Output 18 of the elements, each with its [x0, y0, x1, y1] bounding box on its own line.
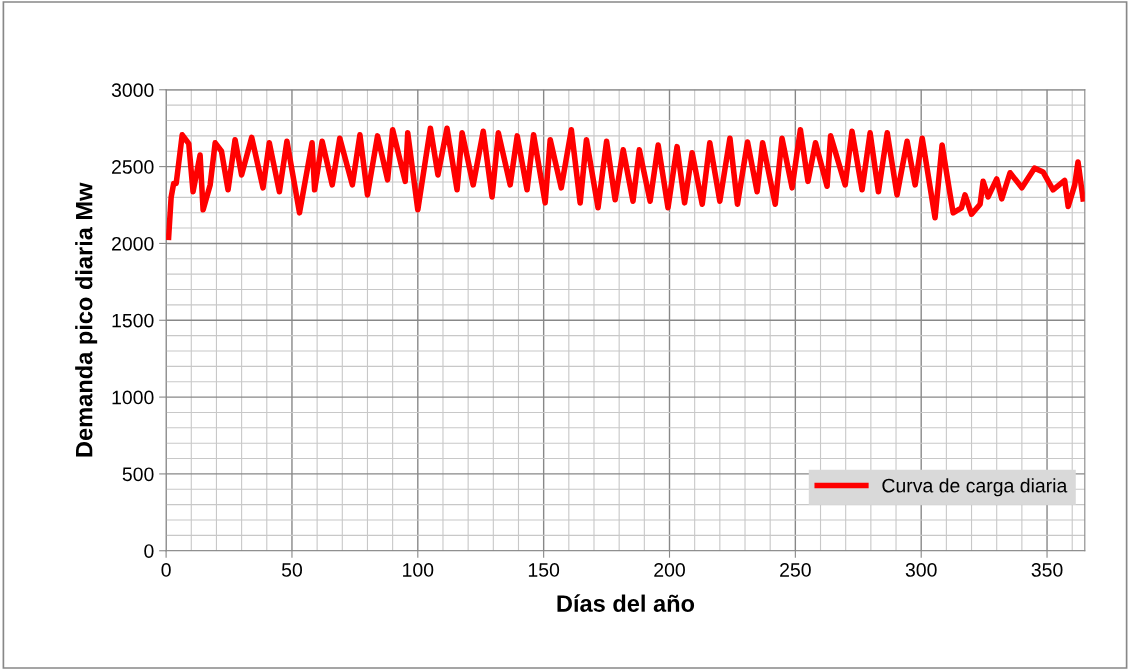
x-tick-label: 150	[528, 563, 560, 577]
x-tick-label: 300	[905, 563, 937, 577]
x-axis-title: Días del año	[557, 594, 695, 612]
x-tick-label: 0	[161, 563, 171, 577]
x-tick-label: 350	[1031, 563, 1063, 577]
y-axis-title: Demanda pico diaria Mw	[75, 182, 98, 457]
y-tick-label: 3000	[111, 83, 154, 98]
y-tick-label: 2000	[112, 236, 154, 251]
legend-label: Curva de carga diaria	[882, 478, 1068, 497]
y-tick-label: 0	[144, 544, 154, 558]
y-tick-label: 1000	[112, 390, 154, 405]
x-tick-label: 100	[403, 563, 434, 577]
y-tick-label: 2500	[112, 160, 154, 174]
x-tick-label: 200	[654, 563, 685, 577]
x-tick-label: 250	[780, 563, 811, 577]
y-tick-label: 500	[122, 467, 154, 482]
x-tick-label: 50	[281, 563, 303, 577]
y-tick-label: 1500	[112, 313, 154, 328]
